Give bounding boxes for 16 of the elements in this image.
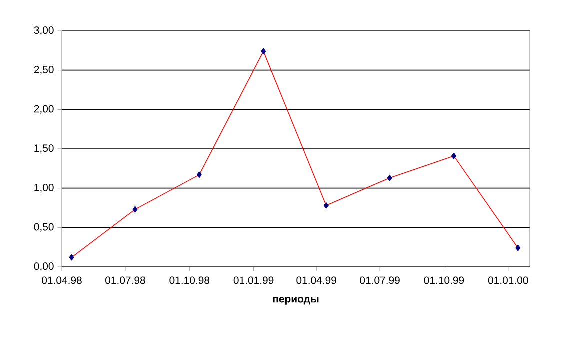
- y-tick-label: 0,00: [34, 262, 54, 272]
- x-tick-label: 01.04.98: [42, 276, 82, 284]
- x-tick-label: 01.07.99: [360, 276, 400, 284]
- y-tick-label: 0,50: [34, 223, 54, 232]
- y-tick-label: 1,00: [34, 184, 54, 193]
- x-tick-label: 01.07.98: [106, 276, 146, 284]
- y-tick-label: 2,00: [34, 105, 54, 114]
- x-tick-label: 01.04.99: [296, 276, 336, 284]
- y-tick-label: 1,50: [34, 144, 54, 154]
- x-tick-label: 01.01.99: [234, 276, 274, 284]
- y-tick-label: 2,50: [34, 66, 54, 75]
- y-tick-label: 3,00: [34, 26, 54, 36]
- x-tick-label: 01.10.99: [424, 276, 464, 284]
- x-tick-label: 01.01.00: [488, 276, 528, 284]
- x-axis-title: периоды: [273, 297, 319, 305]
- x-tick-label: 01.10.98: [170, 276, 210, 284]
